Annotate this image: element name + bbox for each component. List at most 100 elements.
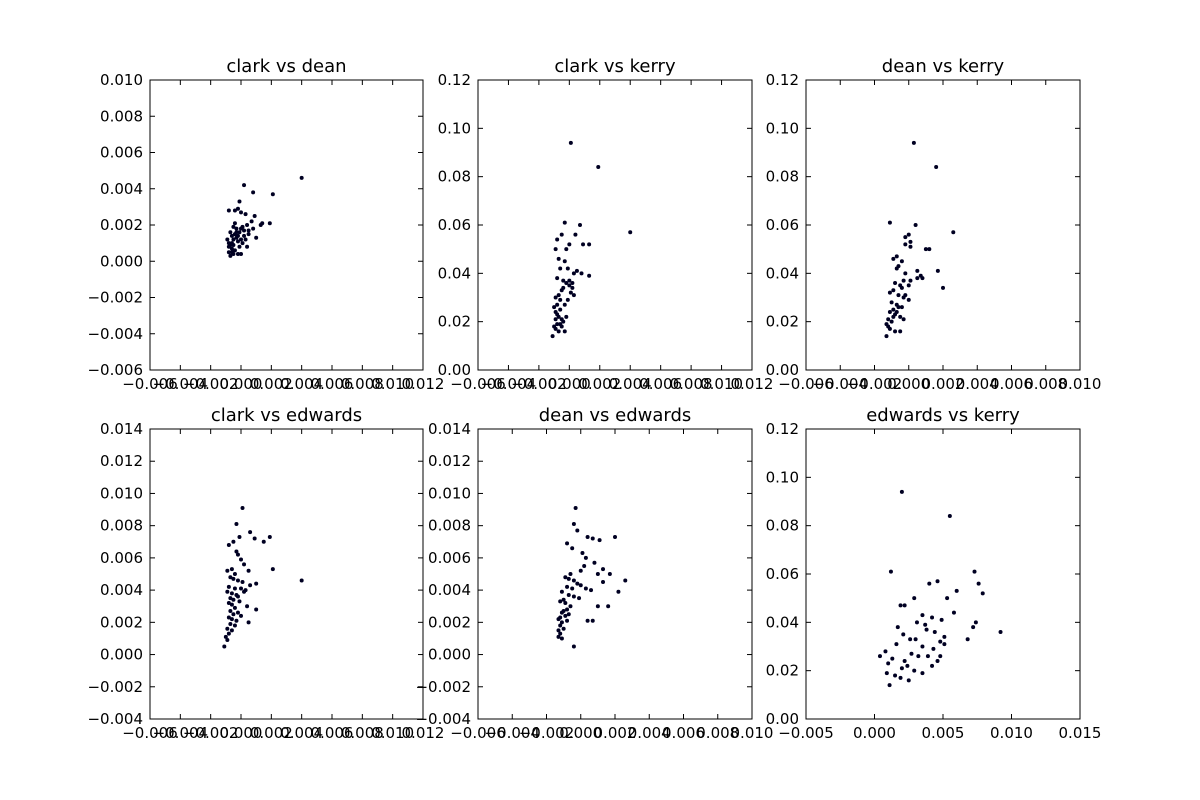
data-point xyxy=(920,644,925,649)
data-point xyxy=(561,319,566,324)
y-tick-label: 0.004 xyxy=(100,180,143,198)
data-point xyxy=(237,230,242,235)
y-tick-label: 0.04 xyxy=(766,264,799,282)
axes-frame xyxy=(805,428,1081,720)
y-tick-label: 0.012 xyxy=(428,452,471,470)
data-point xyxy=(239,252,243,256)
data-point xyxy=(229,591,234,596)
data-point xyxy=(559,620,564,625)
y-tick-label: 0.02 xyxy=(766,662,799,680)
data-point xyxy=(229,628,234,633)
data-point xyxy=(555,322,560,327)
data-point xyxy=(242,562,247,567)
y-tick-label: 0.00 xyxy=(438,361,471,379)
data-point xyxy=(582,563,587,568)
data-point xyxy=(225,638,230,643)
y-tick-label: 0.08 xyxy=(766,517,799,535)
data-point xyxy=(559,589,564,594)
x-tick-label: −0.002 xyxy=(183,724,239,742)
data-point xyxy=(246,228,251,233)
x-tick-label: 0.010 xyxy=(1059,375,1102,393)
data-point xyxy=(235,552,240,557)
data-point xyxy=(267,221,272,226)
data-point xyxy=(252,536,257,541)
data-point xyxy=(930,615,935,620)
data-point xyxy=(565,297,570,302)
subplot-1: −0.006−0.004−0.0020.0000.0020.0040.0060.… xyxy=(87,56,444,393)
data-point xyxy=(894,642,899,647)
data-point xyxy=(232,572,237,576)
subplot-title: dean vs kerry xyxy=(882,56,1005,77)
y-tick-label: 0.004 xyxy=(428,581,471,599)
data-point xyxy=(232,605,237,610)
data-point xyxy=(564,314,569,319)
data-point xyxy=(231,242,236,247)
data-point xyxy=(299,175,304,180)
subplot-4: −0.006−0.004−0.0020.0000.0020.0040.0060.… xyxy=(87,405,444,742)
x-tick-label: 0.000 xyxy=(887,375,930,393)
y-tick-label: −0.004 xyxy=(415,710,471,728)
data-point xyxy=(553,326,558,331)
data-point xyxy=(223,634,228,639)
data-point xyxy=(228,596,233,601)
data-point xyxy=(923,247,928,252)
data-point xyxy=(558,322,563,327)
data-point xyxy=(884,671,889,676)
data-point xyxy=(951,610,956,615)
y-tick-label: 0.008 xyxy=(100,517,143,535)
x-tick-label: 0.005 xyxy=(922,724,965,742)
data-point xyxy=(912,596,917,601)
x-tick-label: −0.002 xyxy=(847,375,903,393)
data-point xyxy=(947,514,952,518)
data-point xyxy=(893,673,898,678)
data-point xyxy=(558,297,563,302)
data-point xyxy=(893,329,898,334)
y-tick-label: 0.010 xyxy=(100,71,143,89)
data-point xyxy=(581,242,586,247)
data-point xyxy=(570,281,575,285)
data-point xyxy=(242,228,247,233)
data-point xyxy=(577,223,582,227)
x-tick-label: 0.012 xyxy=(402,375,445,393)
data-point xyxy=(564,247,569,252)
x-tick-label: 0.002 xyxy=(922,375,965,393)
data-point xyxy=(890,656,895,661)
data-point xyxy=(571,522,576,527)
subplot-title: edwards vs kerry xyxy=(866,405,1020,426)
y-tick-label: −0.006 xyxy=(87,361,143,379)
data-point xyxy=(243,237,248,242)
data-point xyxy=(232,623,237,628)
data-point xyxy=(927,581,932,586)
data-point xyxy=(903,242,908,247)
subplot-title: clark vs dean xyxy=(226,56,346,77)
data-point xyxy=(226,631,231,636)
data-point xyxy=(942,634,947,639)
data-point xyxy=(901,317,906,322)
y-tick-label: 0.002 xyxy=(100,216,143,234)
x-tick-label: −0.004 xyxy=(484,724,540,742)
x-tick-label: 0.000 xyxy=(853,724,896,742)
x-tick-label: 0.006 xyxy=(311,375,354,393)
data-point xyxy=(229,617,234,622)
subplot-title: clark vs edwards xyxy=(211,405,362,426)
data-point xyxy=(242,589,247,594)
data-point xyxy=(231,612,236,617)
data-point xyxy=(906,283,911,288)
data-point xyxy=(555,276,560,281)
data-point xyxy=(898,675,903,680)
data-point xyxy=(234,522,239,527)
data-point xyxy=(877,654,882,659)
data-point xyxy=(239,557,243,562)
data-point xyxy=(595,604,600,609)
x-tick-label: 0.004 xyxy=(609,375,652,393)
data-point xyxy=(932,630,937,634)
data-point xyxy=(567,278,572,283)
data-point xyxy=(935,268,940,273)
data-point xyxy=(578,583,583,588)
data-point xyxy=(232,208,237,213)
data-point xyxy=(585,534,590,539)
x-tick-label: 0.010 xyxy=(731,724,774,742)
x-tick-label: 0.002 xyxy=(250,375,293,393)
data-point xyxy=(228,575,233,580)
x-tick-label: 0.002 xyxy=(250,724,293,742)
